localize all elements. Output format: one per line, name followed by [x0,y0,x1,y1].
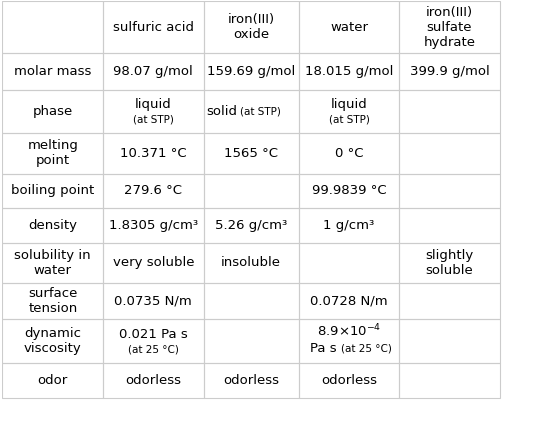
Text: insoluble: insoluble [221,256,281,269]
Text: $8.9{\times}10^{-4}$: $8.9{\times}10^{-4}$ [317,323,381,340]
Bar [399,54,500,89]
Text: (at 25 °C): (at 25 °C) [341,344,392,354]
Text: 10.371 °C: 10.371 °C [120,147,187,160]
Bar [204,54,299,89]
Text: surface
tension: surface tension [28,287,78,315]
Text: (at STP): (at STP) [240,106,281,117]
Bar [3,89,103,133]
Text: dynamic
viscosity: dynamic viscosity [24,327,82,355]
Bar [204,133,299,174]
Bar [103,89,204,133]
Bar [299,208,399,242]
Bar [299,174,399,208]
Bar [3,54,103,89]
Bar [204,363,299,398]
Text: 5.26 g/cm³: 5.26 g/cm³ [215,219,287,232]
Bar [103,242,204,283]
Text: 1 g/cm³: 1 g/cm³ [323,219,375,232]
Bar [299,319,399,363]
Bar [3,283,103,319]
Bar [103,283,204,319]
Bar [399,133,500,174]
Text: 0.0735 N/m: 0.0735 N/m [115,295,192,308]
Bar [103,133,204,174]
Bar [399,242,500,283]
Text: water: water [330,21,368,34]
Text: odorless: odorless [321,374,377,387]
Text: odor: odor [38,374,68,387]
Text: iron(III)
sulfate
hydrate: iron(III) sulfate hydrate [424,6,476,49]
Text: 399.9 g/mol: 399.9 g/mol [410,65,489,78]
Text: odorless: odorless [126,374,181,387]
Bar [103,174,204,208]
Text: molar mass: molar mass [14,65,91,78]
Text: sulfuric acid: sulfuric acid [113,21,194,34]
Bar [299,89,399,133]
Text: 279.6 °C: 279.6 °C [124,184,182,197]
Text: 159.69 g/mol: 159.69 g/mol [207,65,295,78]
Bar [399,283,500,319]
Bar [299,242,399,283]
Bar [399,174,500,208]
Bar [299,283,399,319]
Text: 1.8305 g/cm³: 1.8305 g/cm³ [109,219,198,232]
Text: odorless: odorless [223,374,279,387]
Text: boiling point: boiling point [11,184,94,197]
Bar [103,363,204,398]
Bar [399,363,500,398]
Text: 18.015 g/mol: 18.015 g/mol [305,65,393,78]
Text: 0.0728 N/m: 0.0728 N/m [310,295,388,308]
Bar [204,208,299,242]
Text: 0 °C: 0 °C [335,147,363,160]
Bar [299,1,399,54]
Bar [204,319,299,363]
Text: very soluble: very soluble [112,256,194,269]
Text: melting
point: melting point [27,139,78,167]
Text: 0.021 Pa s: 0.021 Pa s [119,328,188,341]
Bar [299,54,399,89]
Bar [399,89,500,133]
Bar [3,174,103,208]
Bar [204,89,299,133]
Text: 99.9839 °C: 99.9839 °C [312,184,386,197]
Bar [299,363,399,398]
Bar [3,319,103,363]
Text: liquid: liquid [330,98,367,111]
Text: density: density [28,219,77,232]
Bar [399,319,500,363]
Text: 1565 °C: 1565 °C [224,147,278,160]
Bar [204,283,299,319]
Bar [103,319,204,363]
Bar [103,1,204,54]
Text: (at STP): (at STP) [329,115,370,125]
Text: slightly
soluble: slightly soluble [425,249,473,277]
Text: (at STP): (at STP) [133,115,174,125]
Bar [103,54,204,89]
Bar [204,174,299,208]
Bar [3,1,103,54]
Text: solid: solid [206,105,237,118]
Text: 98.07 g/mol: 98.07 g/mol [114,65,193,78]
Text: iron(III)
oxide: iron(III) oxide [228,13,275,42]
Bar [299,133,399,174]
Text: solubility in
water: solubility in water [14,249,91,277]
Text: Pa s: Pa s [310,342,337,355]
Bar [399,1,500,54]
Bar [3,133,103,174]
Bar [204,1,299,54]
Bar [3,208,103,242]
Text: liquid: liquid [135,98,171,111]
Bar [103,208,204,242]
Text: phase: phase [33,105,73,118]
Bar [204,242,299,283]
Bar [3,363,103,398]
Bar [3,242,103,283]
Text: (at 25 °C): (at 25 °C) [128,345,179,355]
Bar [399,208,500,242]
